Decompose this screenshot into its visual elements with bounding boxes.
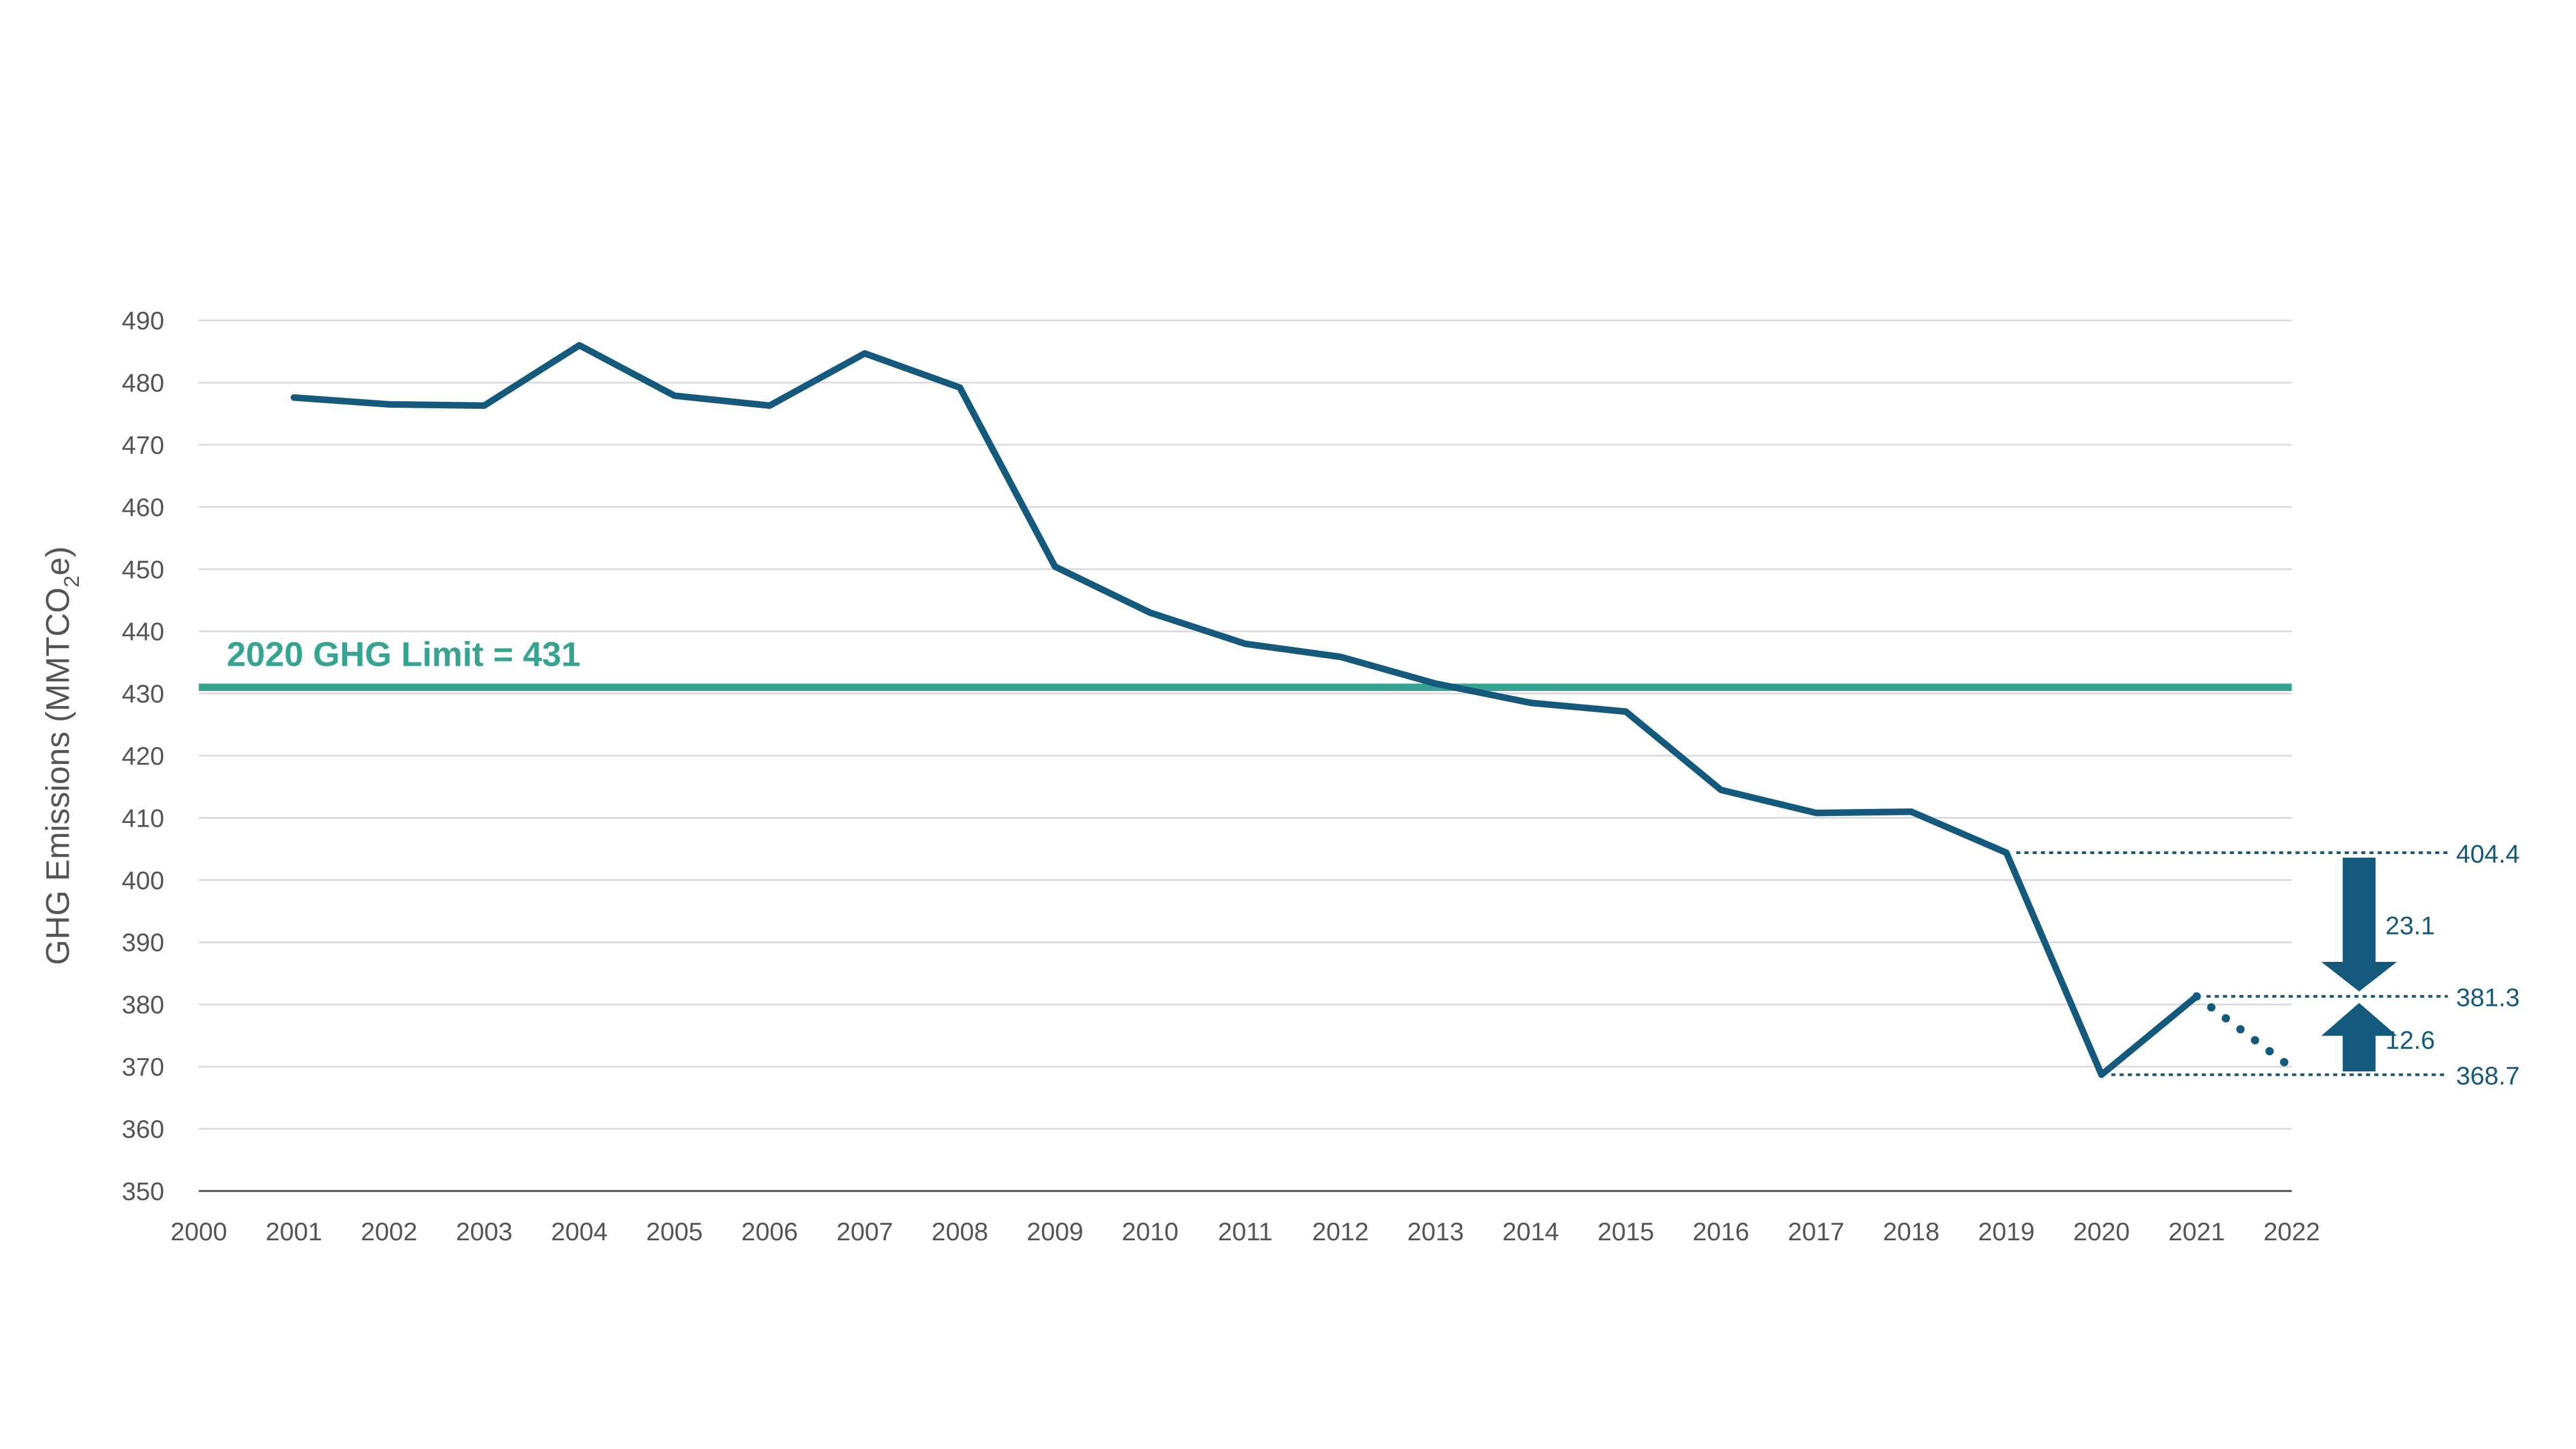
x-tick-label: 2011 bbox=[1218, 1218, 1273, 1246]
y-tick-label: 490 bbox=[122, 307, 164, 335]
y-tick-label: 410 bbox=[122, 804, 164, 833]
data-point bbox=[674, 395, 675, 396]
x-tick-label: 2005 bbox=[646, 1218, 703, 1246]
y-tick-label: 350 bbox=[122, 1178, 164, 1206]
x-tick-label: 2008 bbox=[931, 1218, 988, 1246]
x-tick-label: 2000 bbox=[171, 1218, 227, 1246]
y-tick-label: 470 bbox=[122, 431, 164, 460]
x-tick-label: 2007 bbox=[836, 1218, 893, 1246]
level-label-381: 381.3 bbox=[2456, 984, 2520, 1012]
y-tick-label: 390 bbox=[122, 929, 164, 957]
x-tick-label: 2017 bbox=[1788, 1218, 1845, 1246]
ghg-limit-label: 2020 GHG Limit = 431 bbox=[227, 635, 581, 673]
x-tick-label: 2009 bbox=[1027, 1218, 1084, 1246]
y-axis-ticks: 350 360 370 380 390 400 410 420 430 440 450 460 470 4… bbox=[122, 307, 164, 1206]
arrow-up-icon bbox=[2321, 1003, 2397, 1036]
x-tick-label: 2012 bbox=[1312, 1218, 1369, 1246]
x-tick-label: 2015 bbox=[1597, 1218, 1654, 1246]
emissions-line bbox=[290, 342, 2200, 1078]
x-tick-label: 2018 bbox=[1883, 1218, 1940, 1246]
x-tick-label: 2022 bbox=[2264, 1218, 2321, 1246]
y-tick-label: 400 bbox=[122, 866, 164, 895]
data-point bbox=[864, 353, 865, 354]
y-tick-label: 430 bbox=[122, 680, 164, 709]
increase-label: 12.6 bbox=[2386, 1026, 2435, 1055]
y-tick-label: 450 bbox=[122, 556, 164, 584]
series-group bbox=[290, 342, 2296, 1078]
x-tick-label: 2021 bbox=[2168, 1218, 2225, 1246]
x-tick-label: 2013 bbox=[1407, 1218, 1464, 1246]
arrow-down-shaft bbox=[2343, 857, 2376, 972]
y-tick-label: 480 bbox=[122, 369, 164, 398]
data-point bbox=[1435, 683, 1436, 684]
x-tick-label: 2006 bbox=[742, 1218, 798, 1246]
arrow-down-icon bbox=[2321, 961, 2397, 992]
y-tick-label: 380 bbox=[122, 991, 164, 1019]
y-axis-label: GHG Emissions (MMTCO2e) bbox=[40, 546, 84, 965]
x-tick-label: 2004 bbox=[551, 1218, 608, 1246]
annotations bbox=[2016, 851, 2448, 1076]
y-tick-label: 370 bbox=[122, 1053, 164, 1082]
y-tick-label: 460 bbox=[122, 494, 164, 522]
y-tick-label: 440 bbox=[122, 618, 164, 646]
x-tick-label: 2014 bbox=[1502, 1218, 1559, 1246]
y-tick-label: 360 bbox=[122, 1115, 164, 1144]
decrease-label: 23.1 bbox=[2386, 912, 2435, 940]
level-label-404: 404.4 bbox=[2456, 840, 2520, 869]
projection-dotted-line bbox=[2192, 992, 2296, 1072]
x-tick-label: 2010 bbox=[1122, 1218, 1179, 1246]
x-tick-label: 2019 bbox=[1978, 1218, 2035, 1246]
x-tick-label: 2003 bbox=[456, 1218, 513, 1246]
x-tick-label: 2016 bbox=[1693, 1218, 1750, 1246]
x-tick-label: 2001 bbox=[266, 1218, 322, 1246]
y-tick-label: 420 bbox=[122, 742, 164, 771]
gridlines bbox=[199, 319, 2292, 1130]
x-axis-ticks: 2000 2001 2002 2003 2004 2005 2006 2007 2008 2009… bbox=[171, 1218, 2320, 1246]
data-point bbox=[2006, 852, 2007, 853]
level-label-368: 368.7 bbox=[2456, 1062, 2520, 1091]
x-tick-label: 2020 bbox=[2073, 1218, 2130, 1246]
x-tick-label: 2002 bbox=[361, 1218, 417, 1246]
